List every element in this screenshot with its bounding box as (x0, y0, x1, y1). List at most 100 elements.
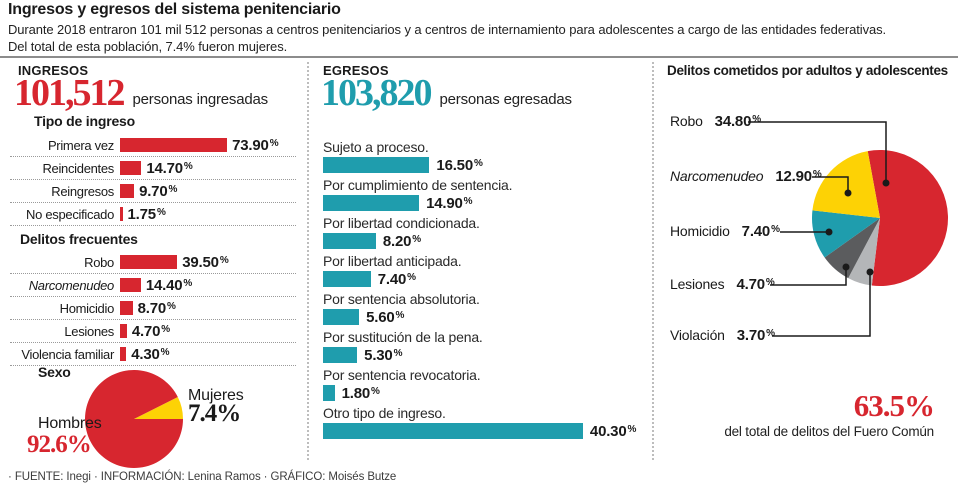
bar-value: 3.70% (736, 327, 775, 344)
egresos-heading: EGRESOS (323, 63, 389, 78)
delitos-pie-slice (812, 151, 880, 218)
bar (120, 301, 133, 315)
bar-value: 8.70% (137, 299, 176, 317)
tipo-de-ingreso-heading: Tipo de ingreso (34, 113, 135, 129)
bar-value: 14.70% (146, 159, 193, 177)
bar (120, 207, 123, 221)
delitos-frecuentes-heading: Delitos frecuentes (20, 231, 138, 247)
egreso-item: Por sustitución de la pena. 5.30% (323, 329, 639, 364)
delitos-totales-heading: Delitos cometidos por adultos y adolesce… (667, 63, 948, 78)
ingresos-total-caption: personas ingresadas (132, 91, 269, 108)
egreso-item: Por sentencia revocatoria. 1.80% (323, 367, 639, 402)
pie-slice-label: Violación 3.70% (670, 327, 775, 344)
bar-value: 14.90% (426, 194, 473, 212)
bar-row: Reingresos 9.70% (10, 180, 296, 203)
delitos-frecuentes-bars: Robo 39.50% Narcomenudeo 14.40% Homicidio 8.7… (10, 251, 296, 366)
egreso-bar-line: 7.40% (323, 270, 639, 288)
egreso-label: Por sentencia revocatoria. (323, 367, 481, 383)
egreso-bar-line: 14.90% (323, 194, 639, 212)
bar-row: Reincidentes 14.70% (10, 157, 296, 180)
hombres-value: 92.6% (27, 431, 92, 458)
column-divider-1 (307, 62, 309, 460)
egreso-item: Por cumplimiento de sentencia. 14.90% (323, 177, 639, 212)
bar (323, 385, 335, 401)
bar-label: Violencia familiar (21, 346, 114, 362)
egreso-label: Por libertad condicionada. (323, 215, 480, 231)
sexo-pie-slice (134, 397, 184, 420)
leader-dot (844, 189, 852, 197)
egreso-item: Sujeto a proceso. 16.50% (323, 139, 639, 174)
mujeres-value: 7.4% (188, 400, 241, 427)
egresos-total-number: 103,820 (321, 72, 432, 114)
bar-value: 34.80% (714, 113, 761, 130)
bar (120, 324, 127, 338)
tipo-de-ingreso-bars: Primera vez 73.90% Reincidentes 14.70% Reing… (10, 134, 296, 226)
egreso-item: Por sentencia absolutoria. 5.60% (323, 291, 639, 326)
pie-slice-label: Robo 34.80% (670, 113, 761, 130)
bar-value: 14.40% (145, 276, 193, 294)
bar (120, 161, 142, 175)
bar (120, 138, 228, 152)
pie-slice-label: Lesiones 4.70% (670, 276, 775, 293)
bar-value: 8.20% (382, 232, 421, 250)
bar-value: 7.40% (741, 223, 780, 240)
bar-value: 7.40% (377, 270, 416, 288)
bar-value: 1.80% (341, 384, 380, 402)
subtitle-line2: Del total de esta población, 7.4% fueron… (8, 39, 288, 54)
pie-slice-label: Homicidio 7.40% (670, 223, 780, 240)
bar-value: 1.75% (127, 205, 166, 223)
bar-value: 40.30% (589, 422, 637, 440)
egresos-total-block: 103,820 personas egresadas (321, 74, 572, 112)
egreso-item: Por libertad condicionada. 8.20% (323, 215, 639, 250)
total-caption: del total de delitos del Fuero Común (724, 424, 934, 439)
delitos-pie-slice (867, 150, 949, 287)
bar-row: Violencia familiar 4.30% (10, 343, 296, 366)
bar (120, 278, 141, 292)
leader-dot (842, 263, 850, 271)
bar-value: 4.30% (131, 345, 170, 363)
egresos-bars: Sujeto a proceso. 16.50% Por cumplimiento … (323, 139, 639, 443)
bar-label: Lesiones (64, 323, 114, 339)
delitos-pie-slice (811, 210, 880, 258)
bar (323, 233, 376, 249)
bar-label: Narcomenudeo (28, 277, 115, 293)
egreso-item: Por libertad anticipada. 7.40% (323, 253, 639, 288)
bar-label: Homicidio (59, 300, 115, 316)
column-divider-2 (652, 62, 654, 460)
bar-row: Lesiones 4.70% (10, 320, 296, 343)
bar (120, 255, 178, 269)
egreso-bar-line: 16.50% (323, 157, 639, 174)
bar (323, 309, 360, 325)
bar-value: 39.50% (182, 253, 229, 271)
egreso-bar-line: 1.80% (323, 384, 639, 402)
egreso-bar-line: 5.30% (323, 346, 639, 364)
bar (323, 195, 420, 211)
bar-value: 5.60% (366, 308, 405, 326)
leader-line (770, 267, 847, 286)
bar (323, 271, 371, 287)
egreso-label: Por libertad anticipada. (323, 253, 462, 269)
slice-name: Robo (670, 113, 703, 129)
leader-line (772, 272, 871, 337)
bar-row: Homicidio 8.70% (10, 297, 296, 320)
total-block: 63.5% del total de delitos del Fuero Com… (724, 390, 935, 439)
bar-row: Narcomenudeo 14.40% (10, 274, 296, 297)
bar-label: Robo (84, 254, 114, 270)
header-divider (0, 56, 958, 58)
slice-name: Narcomenudeo (670, 168, 764, 184)
egreso-item: Otro tipo de ingreso. 40.30% (323, 405, 639, 440)
egreso-bar-line: 5.60% (323, 308, 639, 326)
delitos-pie-slice (824, 218, 880, 279)
egresos-total-caption: personas egresadas (439, 91, 573, 108)
bar (120, 184, 135, 198)
page-title: Ingresos y egresos del sistema penitenci… (8, 1, 341, 18)
ingresos-heading: INGRESOS (18, 63, 89, 78)
egreso-label: Por sentencia absolutoria. (323, 291, 480, 307)
egreso-label: Otro tipo de ingreso. (323, 405, 446, 421)
bar-label: Reincidentes (42, 160, 114, 176)
slice-name: Lesiones (670, 276, 725, 292)
bar-value: 5.30% (364, 346, 403, 364)
credits: · FUENTE: Inegi · INFORMACIÓN: Lenina Ra… (8, 471, 397, 483)
bar-value: 4.70% (131, 322, 170, 340)
